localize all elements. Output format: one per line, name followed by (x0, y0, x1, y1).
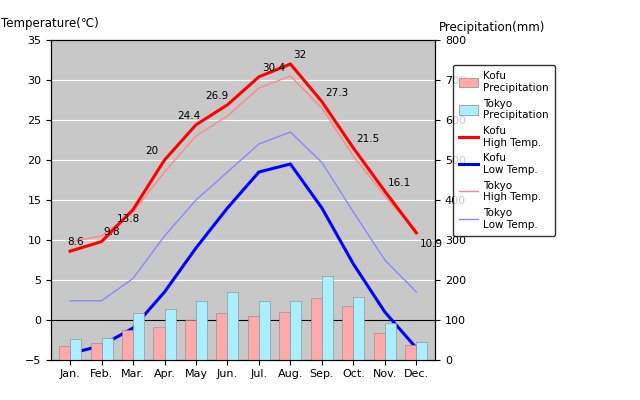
Bar (216, 313, 227, 360)
Text: 20: 20 (146, 146, 159, 156)
Bar (59, 346, 70, 360)
Bar (416, 342, 428, 360)
Bar (133, 313, 144, 360)
Text: Precipitation(mm): Precipitation(mm) (438, 21, 545, 34)
Text: 32: 32 (294, 50, 307, 60)
Text: 24.4: 24.4 (177, 111, 200, 121)
Text: 27.3: 27.3 (325, 88, 348, 98)
Bar (385, 323, 396, 360)
Legend: Kofu
Precipitation, Tokyo
Precipitation, Kofu
High Temp., Kofu
Low Temp., Tokyo
: Kofu Precipitation, Tokyo Precipitation,… (453, 65, 556, 236)
Bar (185, 320, 196, 360)
Text: 9.8: 9.8 (103, 227, 120, 237)
Bar (291, 301, 301, 360)
Bar (70, 339, 81, 360)
Bar (280, 312, 291, 360)
Bar (342, 306, 353, 360)
Bar (196, 301, 207, 360)
Bar (353, 297, 364, 360)
Text: Temperature(℃): Temperature(℃) (1, 17, 99, 30)
Bar (90, 343, 102, 360)
Bar (374, 333, 385, 360)
Text: 8.6: 8.6 (67, 237, 84, 247)
Text: 26.9: 26.9 (205, 91, 228, 101)
Bar (322, 276, 333, 360)
Bar (164, 309, 175, 360)
Bar (311, 298, 322, 360)
Text: 30.4: 30.4 (262, 63, 285, 73)
Text: 13.8: 13.8 (117, 214, 141, 224)
Bar (154, 327, 164, 360)
Bar (227, 292, 239, 360)
Text: 16.1: 16.1 (388, 178, 412, 188)
Bar (102, 338, 113, 360)
Bar (248, 316, 259, 360)
Bar (259, 301, 270, 360)
Bar (122, 330, 133, 360)
Text: 21.5: 21.5 (356, 134, 380, 144)
Text: 10.9: 10.9 (419, 239, 443, 249)
Bar (405, 345, 416, 360)
